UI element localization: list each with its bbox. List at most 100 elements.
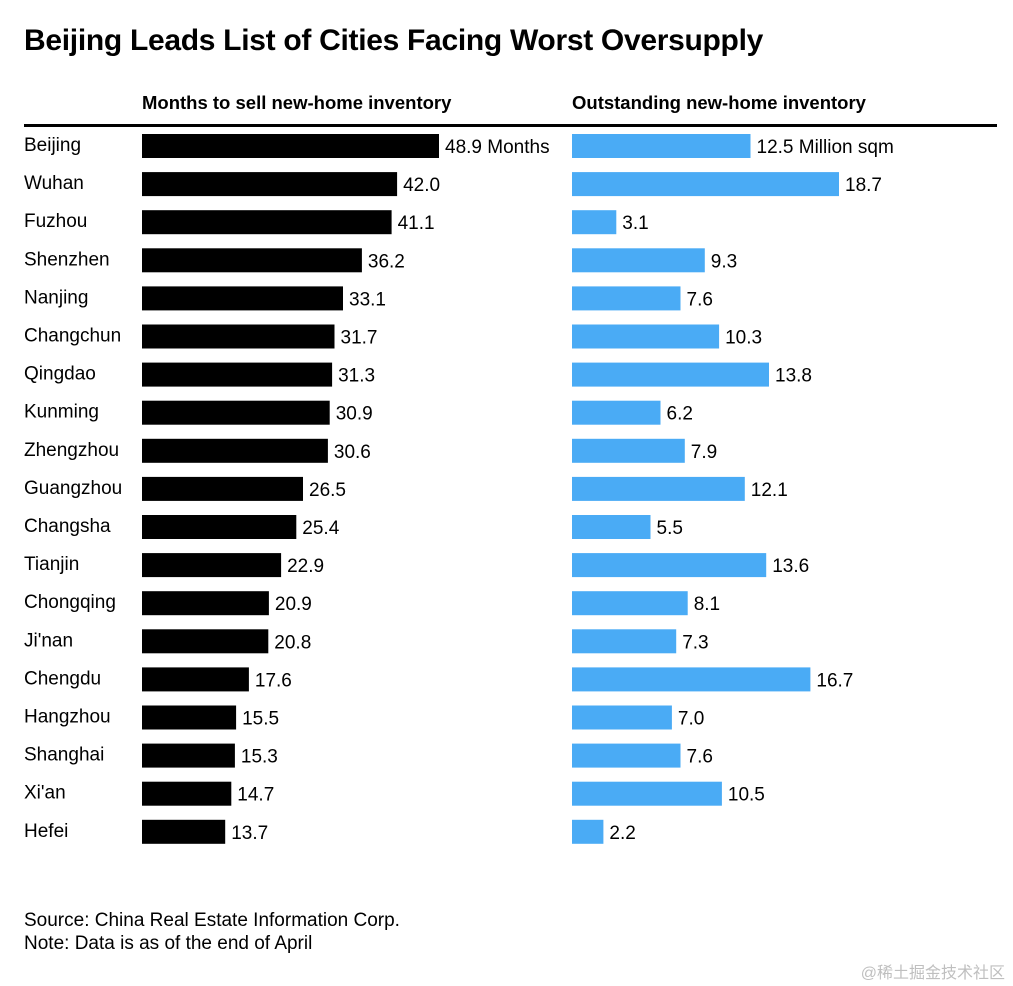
inventory-bar xyxy=(572,286,681,311)
inventory-value-label: 12.5 Million sqm xyxy=(757,137,894,158)
inventory-bar xyxy=(572,248,705,273)
inventory-bar xyxy=(572,591,688,616)
city-label: Ji'nan xyxy=(24,630,73,651)
inventory-bar xyxy=(572,743,681,768)
months-value-label: 20.8 xyxy=(274,632,311,653)
months-value-label: 25.4 xyxy=(302,518,339,539)
city-label: Tianjin xyxy=(24,554,79,575)
months-bar xyxy=(142,172,398,197)
inventory-bar xyxy=(572,667,811,692)
source-note: Source: China Real Estate Information Co… xyxy=(24,910,400,931)
inventory-value-label: 13.6 xyxy=(772,556,809,577)
months-panel-title: Months to sell new-home inventory xyxy=(142,92,452,113)
months-value-label: 15.3 xyxy=(241,747,278,768)
inventory-value-label: 10.3 xyxy=(725,328,762,349)
months-value-label: 42.0 xyxy=(403,175,440,196)
inventory-bar xyxy=(572,553,767,578)
months-bar xyxy=(142,476,303,501)
city-label: Shenzhen xyxy=(24,249,110,270)
inventory-bar xyxy=(572,476,745,501)
inventory-value-label: 5.5 xyxy=(657,518,683,539)
city-label: Kunming xyxy=(24,402,99,423)
inventory-value-label: 2.2 xyxy=(609,823,635,844)
data-note: Note: Data is as of the end of April xyxy=(24,933,313,954)
city-label: Changchun xyxy=(24,326,121,347)
months-value-label: 14.7 xyxy=(237,785,274,806)
inventory-value-label: 6.2 xyxy=(667,404,693,425)
months-bar xyxy=(142,629,269,654)
inventory-bar xyxy=(572,362,769,387)
months-value-label: 15.5 xyxy=(242,709,279,730)
city-label: Chongqing xyxy=(24,592,116,613)
inventory-bar xyxy=(572,629,677,654)
city-label: Zhengzhou xyxy=(24,440,119,461)
inventory-value-label: 18.7 xyxy=(845,175,882,196)
inventory-value-label: 7.0 xyxy=(678,709,704,730)
months-bar xyxy=(142,705,237,730)
inventory-value-label: 7.6 xyxy=(687,747,713,768)
city-label: Beijing xyxy=(24,135,81,156)
inventory-value-label: 16.7 xyxy=(816,670,853,691)
inventory-value-label: 7.9 xyxy=(691,442,717,463)
city-label: Guangzhou xyxy=(24,478,122,499)
months-value-label: 17.6 xyxy=(255,670,292,691)
months-value-label: 33.1 xyxy=(349,289,386,310)
inventory-bar xyxy=(572,324,720,349)
inventory-bar xyxy=(572,781,722,806)
inventory-value-label: 13.8 xyxy=(775,366,812,387)
inventory-panel-title: Outstanding new-home inventory xyxy=(572,92,866,113)
months-bar xyxy=(142,553,282,578)
months-value-label: 13.7 xyxy=(231,823,268,844)
months-value-label: 20.9 xyxy=(275,594,312,615)
months-bar xyxy=(142,743,235,768)
inventory-bar xyxy=(572,705,672,730)
city-label: Changsha xyxy=(24,516,111,537)
months-bar xyxy=(142,819,226,844)
months-value-label: 30.6 xyxy=(334,442,371,463)
months-value-label: 30.9 xyxy=(336,404,373,425)
inventory-value-label: 3.1 xyxy=(622,213,648,234)
city-label: Nanjing xyxy=(24,287,88,308)
inventory-value-label: 12.1 xyxy=(751,480,788,501)
inventory-value-label: 7.6 xyxy=(687,289,713,310)
city-label: Hangzhou xyxy=(24,707,111,728)
months-bar xyxy=(142,134,439,158)
inventory-bar xyxy=(572,134,751,158)
inventory-value-label: 7.3 xyxy=(682,632,708,653)
header-rule xyxy=(24,124,997,127)
months-value-label: 48.9 Months xyxy=(445,137,550,158)
months-value-label: 31.3 xyxy=(338,366,375,387)
months-bar xyxy=(142,591,269,616)
inventory-bar xyxy=(572,515,651,539)
inventory-bar xyxy=(572,172,839,197)
months-bar xyxy=(142,438,328,463)
city-label: Hefei xyxy=(24,821,68,842)
months-bar xyxy=(142,286,343,311)
inventory-bar xyxy=(572,400,661,425)
inventory-value-label: 8.1 xyxy=(694,594,720,615)
city-label: Chengdu xyxy=(24,668,101,689)
months-bar xyxy=(142,781,232,806)
inventory-bar xyxy=(572,438,685,463)
city-label: Fuzhou xyxy=(24,211,87,232)
months-bar xyxy=(142,210,392,235)
months-value-label: 26.5 xyxy=(309,480,346,501)
inventory-value-label: 10.5 xyxy=(728,785,765,806)
months-value-label: 31.7 xyxy=(341,328,378,349)
city-label: Qingdao xyxy=(24,364,96,385)
inventory-value-label: 9.3 xyxy=(711,251,737,272)
city-label: Wuhan xyxy=(24,173,84,194)
months-value-label: 41.1 xyxy=(398,213,435,234)
months-bar xyxy=(142,362,333,387)
inventory-bar xyxy=(572,210,617,235)
months-value-label: 22.9 xyxy=(287,556,324,577)
city-label: Xi'an xyxy=(24,783,66,804)
inventory-bar xyxy=(572,819,604,844)
chart-title: Beijing Leads List of Cities Facing Wors… xyxy=(24,24,763,57)
months-bar xyxy=(142,324,335,349)
city-label: Shanghai xyxy=(24,745,104,766)
months-bar xyxy=(142,248,362,273)
months-value-label: 36.2 xyxy=(368,251,405,272)
months-bar xyxy=(142,667,249,692)
